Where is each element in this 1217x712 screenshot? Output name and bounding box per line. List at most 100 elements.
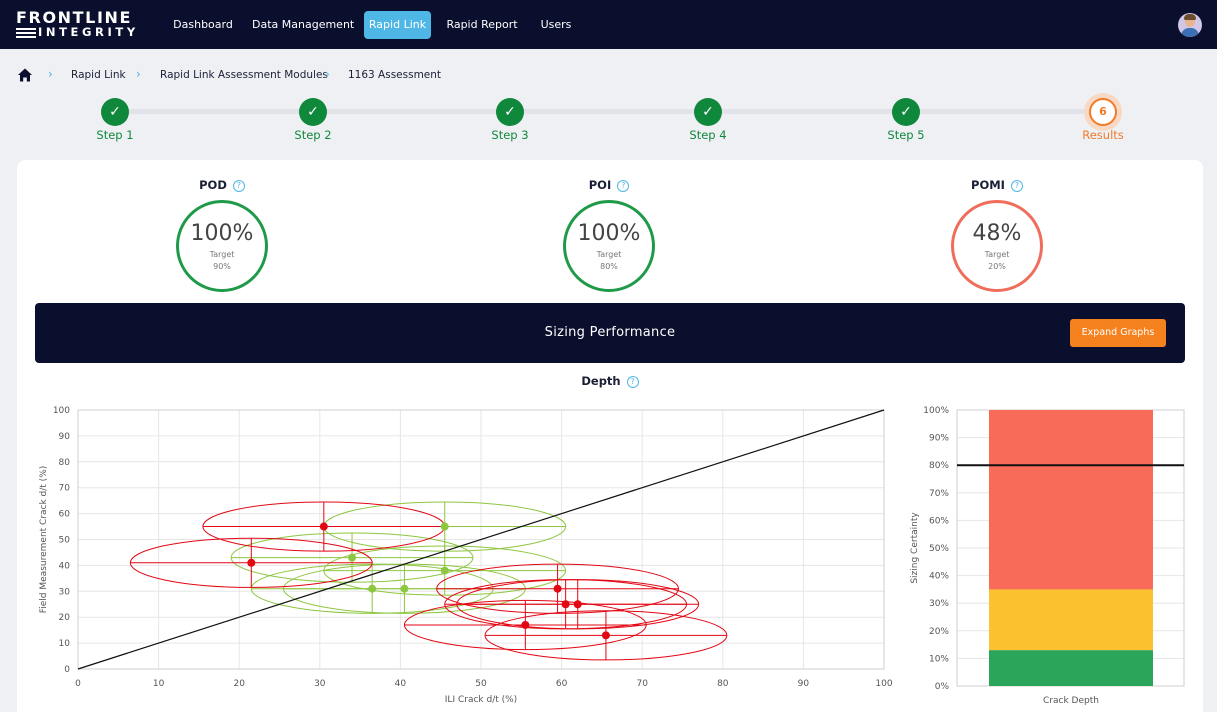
poi-metric: POI? 100% Target 80% (549, 176, 669, 296)
y-tick-label: 80% (929, 461, 949, 471)
step-label: Step 5 (887, 128, 925, 142)
checkmark-icon: ✓ (496, 98, 524, 126)
stacked-bar-segment (989, 410, 1153, 590)
chevron-right-icon: › (325, 67, 330, 81)
pod-title: POD (199, 178, 227, 192)
y-axis-label: Sizing Certainty (910, 512, 920, 584)
pomi-value: 48% (972, 221, 1022, 246)
data-point (601, 631, 610, 640)
y-tick-label: 90 (59, 432, 71, 442)
y-tick-label: 60 (59, 510, 71, 520)
nav-rapid-report[interactable]: Rapid Report (446, 18, 518, 31)
nav-rapid-link[interactable]: Rapid Link (364, 11, 431, 39)
expand-graphs-button[interactable]: Expand Graphs (1070, 319, 1166, 347)
category-label: Crack Depth (1043, 696, 1099, 706)
data-point (319, 522, 328, 531)
step-label: Step 3 (491, 128, 529, 142)
poi-target: 80% (600, 262, 618, 271)
y-tick-label: 0 (64, 665, 70, 675)
banner-title: Sizing Performance (544, 325, 676, 340)
x-tick-label: 60 (556, 679, 568, 689)
x-tick-label: 40 (395, 679, 407, 689)
step-5[interactable]: ✓ Step 5 (866, 97, 946, 145)
breadcrumb-1163-assessment: 1163 Assessment (348, 69, 442, 81)
pod-target: 90% (213, 262, 231, 271)
y-tick-label: 30% (929, 599, 949, 609)
logo-line-2: INTEGRITY (38, 25, 139, 39)
step-4[interactable]: ✓ Step 4 (668, 97, 748, 145)
x-tick-label: 70 (636, 679, 648, 689)
x-tick-label: 100 (875, 679, 892, 689)
x-tick-label: 50 (475, 679, 487, 689)
y-tick-label: 10 (59, 639, 71, 649)
target-label: Target (209, 250, 235, 259)
y-tick-label: 90% (929, 434, 949, 444)
user-avatar[interactable] (1178, 13, 1202, 37)
y-tick-label: 40% (929, 572, 949, 582)
frontline-integrity-logo[interactable]: FRONTLINE INTEGRITY (16, 10, 144, 40)
x-axis-label: ILI Crack d/t (%) (445, 695, 517, 705)
breadcrumb-rapid-link[interactable]: Rapid Link (71, 69, 126, 81)
step-label: Step 4 (689, 128, 727, 142)
target-label: Target (596, 250, 622, 259)
logo-line-1: FRONTLINE (16, 8, 133, 27)
data-point (521, 620, 530, 629)
x-tick-label: 20 (233, 679, 245, 689)
help-icon[interactable]: ? (617, 180, 630, 192)
stacked-bar-segment (989, 650, 1153, 686)
x-tick-label: 10 (153, 679, 165, 689)
pod-value: 100% (190, 221, 254, 246)
x-tick-label: 30 (314, 679, 326, 689)
data-point (368, 584, 377, 593)
data-point (561, 600, 570, 609)
step-results[interactable]: 6 Results (1063, 93, 1143, 145)
breadcrumb: › Rapid Link › Rapid Link Assessment Mod… (0, 66, 1217, 86)
x-tick-label: 90 (798, 679, 810, 689)
help-icon[interactable]: ? (626, 376, 639, 388)
data-point (348, 553, 357, 562)
poi-title: POI (588, 178, 612, 192)
home-icon[interactable] (17, 67, 33, 83)
stepper-track (115, 109, 1105, 114)
y-tick-label: 100% (923, 406, 949, 416)
y-tick-label: 20% (929, 627, 949, 637)
nav-data-management[interactable]: Data Management (252, 18, 355, 31)
y-tick-label: 80 (59, 458, 71, 468)
data-point (553, 584, 562, 593)
pomi-target: 20% (988, 262, 1006, 271)
data-point (573, 600, 582, 609)
step-3[interactable]: ✓ Step 3 (470, 97, 550, 145)
pomi-ring: 48% Target 20% (951, 200, 1043, 292)
help-icon[interactable]: ? (232, 180, 245, 192)
target-label: Target (984, 250, 1010, 259)
breadcrumb-assessment-modules[interactable]: Rapid Link Assessment Modules (160, 69, 328, 81)
step-1[interactable]: ✓ Step 1 (75, 97, 155, 145)
nav-dashboard[interactable]: Dashboard (173, 18, 233, 31)
help-icon[interactable]: ? (1010, 180, 1023, 192)
step-label: Results (1082, 128, 1124, 142)
checkmark-icon: ✓ (299, 98, 327, 126)
pod-metric: POD? 100% Target 90% (162, 176, 282, 296)
y-tick-label: 70 (59, 484, 71, 494)
chevron-right-icon: › (48, 67, 53, 81)
depth-title: Depth (581, 374, 621, 388)
nav-users[interactable]: Users (540, 18, 572, 31)
y-tick-label: 20 (59, 613, 71, 623)
x-tick-label: 0 (75, 679, 81, 689)
sizing-certainty-chart: 0% 10% 20% 30% 40% 50% 60% 70% 80% 90% 100% Crack D… (910, 406, 1185, 706)
step-number: 6 (1089, 98, 1117, 126)
x-tick-label: 80 (717, 679, 729, 689)
data-point (440, 566, 449, 575)
poi-ring: 100% Target 80% (563, 200, 655, 292)
pomi-title: POMI (971, 178, 1005, 192)
pod-ring: 100% Target 90% (176, 200, 268, 292)
y-tick-label: 40 (59, 561, 71, 571)
step-2[interactable]: ✓ Step 2 (273, 97, 353, 145)
y-tick-label: 30 (59, 587, 71, 597)
y-tick-label: 10% (929, 654, 949, 664)
logo-stripes-icon (16, 28, 36, 38)
step-label: Step 1 (96, 128, 134, 142)
y-tick-label: 0% (935, 682, 950, 692)
data-point (247, 558, 256, 567)
checkmark-icon: ✓ (101, 98, 129, 126)
